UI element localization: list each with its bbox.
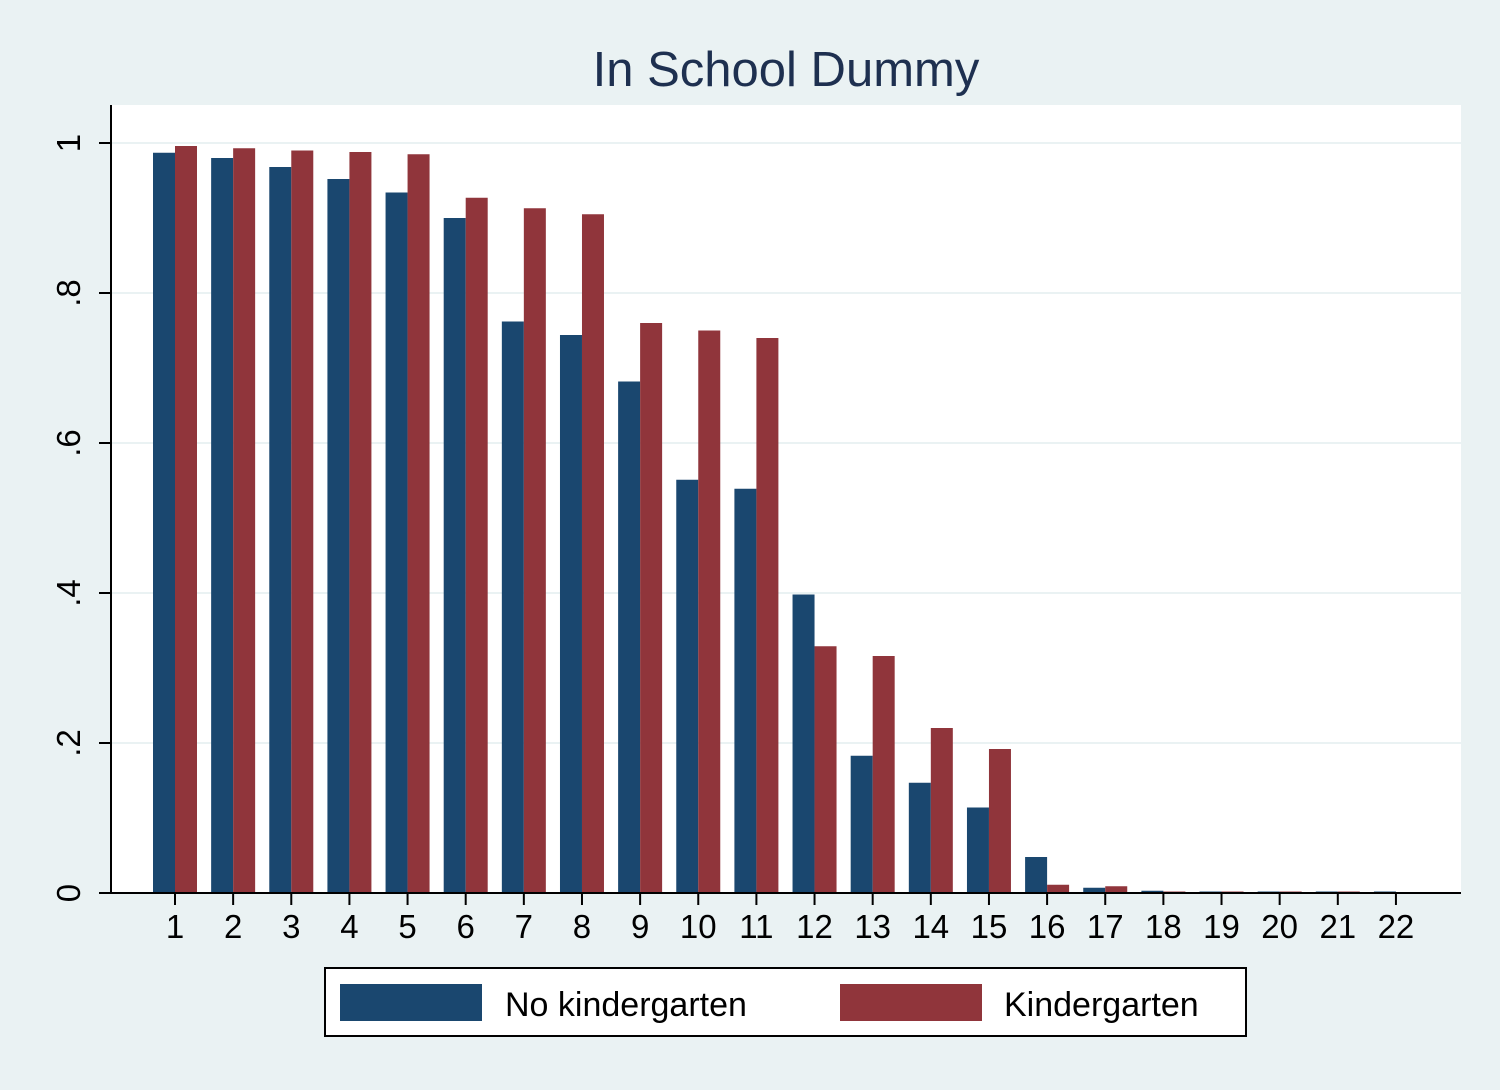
x-tick-label: 9 — [631, 908, 649, 945]
x-tick-label: 6 — [457, 908, 475, 945]
y-tick-label: .8 — [50, 279, 87, 307]
y-tick-label: .2 — [50, 729, 87, 757]
x-tick-label: 22 — [1378, 908, 1415, 945]
bar-no-kindergarten — [676, 479, 699, 893]
x-tick-label: 18 — [1145, 908, 1182, 945]
x-tick-label: 11 — [739, 908, 773, 945]
chart-title: In School Dummy — [593, 43, 980, 97]
bar-no-kindergarten — [850, 755, 873, 893]
legend-label: Kindergarten — [1004, 986, 1199, 1024]
x-tick-label: 12 — [796, 908, 833, 945]
bar-no-kindergarten — [385, 192, 408, 893]
x-tick-label: 21 — [1319, 908, 1356, 945]
x-tick-label: 7 — [515, 908, 533, 945]
bar-no-kindergarten — [1083, 887, 1106, 893]
bar-kindergarten — [930, 728, 953, 893]
bar-kindergarten — [1047, 884, 1070, 893]
bar-kindergarten — [640, 323, 663, 893]
bar-kindergarten — [1105, 886, 1128, 893]
bar-no-kindergarten — [1025, 857, 1048, 893]
y-tick-label: 1 — [50, 134, 87, 152]
x-tick-label: 8 — [573, 908, 591, 945]
legend-swatch — [340, 984, 482, 1021]
y-tick-label: .4 — [50, 579, 87, 607]
bar-kindergarten — [581, 214, 604, 893]
bar-no-kindergarten — [966, 807, 989, 893]
bar-kindergarten — [175, 146, 197, 893]
bar-no-kindergarten — [327, 179, 350, 893]
bar-kindergarten — [465, 197, 488, 893]
axes: 0.2.4.6.811 2 3 4 5 6 7 8 9 10 11 12 13 14 15 16 17 18 19 2… — [50, 105, 1461, 945]
bar-kindergarten — [291, 150, 314, 893]
bar-kindergarten — [233, 148, 256, 893]
y-tick-label: .6 — [50, 429, 87, 457]
x-tick-label: 10 — [680, 908, 717, 945]
plot-area — [111, 105, 1461, 894]
bar-kindergarten — [872, 656, 895, 893]
bar-no-kindergarten — [1141, 890, 1164, 893]
x-tick-label: 16 — [1029, 908, 1066, 945]
bar-kindergarten — [988, 749, 1011, 893]
bar-no-kindergarten — [211, 158, 234, 893]
x-tick-label: 14 — [912, 908, 949, 945]
x-tick-label: 5 — [398, 908, 416, 945]
x-tick-label: 2 — [224, 908, 242, 945]
bar-kindergarten — [814, 646, 837, 893]
x-tick-label: 15 — [971, 908, 1008, 945]
x-tick-label: 3 — [282, 908, 300, 945]
bars — [153, 146, 1396, 893]
bar-kindergarten — [349, 152, 372, 893]
bar-no-kindergarten — [269, 167, 292, 893]
bar-no-kindergarten — [908, 782, 931, 893]
bar-no-kindergarten — [734, 488, 757, 893]
bar-no-kindergarten — [153, 152, 175, 893]
bar-kindergarten — [523, 208, 546, 893]
bar-kindergarten — [756, 338, 779, 893]
bar-no-kindergarten — [559, 335, 582, 893]
x-tick-label: 19 — [1203, 908, 1240, 945]
legend-label: No kindergarten — [505, 986, 747, 1024]
bar-kindergarten — [407, 154, 430, 893]
bar-kindergarten — [698, 330, 721, 893]
x-tick-label: 13 — [854, 908, 891, 945]
x-tick-label: 1 — [166, 908, 184, 945]
bar-no-kindergarten — [792, 594, 815, 893]
legend-swatch — [840, 984, 982, 1021]
x-tick-label: 17 — [1087, 908, 1124, 945]
y-tick-label: 0 — [50, 884, 87, 902]
x-tick-label: 4 — [340, 908, 358, 945]
legend: No kindergarten Kindergarten — [324, 967, 1247, 1037]
x-tick-label: 20 — [1261, 908, 1298, 945]
bar-no-kindergarten — [443, 218, 466, 893]
bar-no-kindergarten — [618, 381, 641, 893]
bar-no-kindergarten — [501, 321, 524, 893]
